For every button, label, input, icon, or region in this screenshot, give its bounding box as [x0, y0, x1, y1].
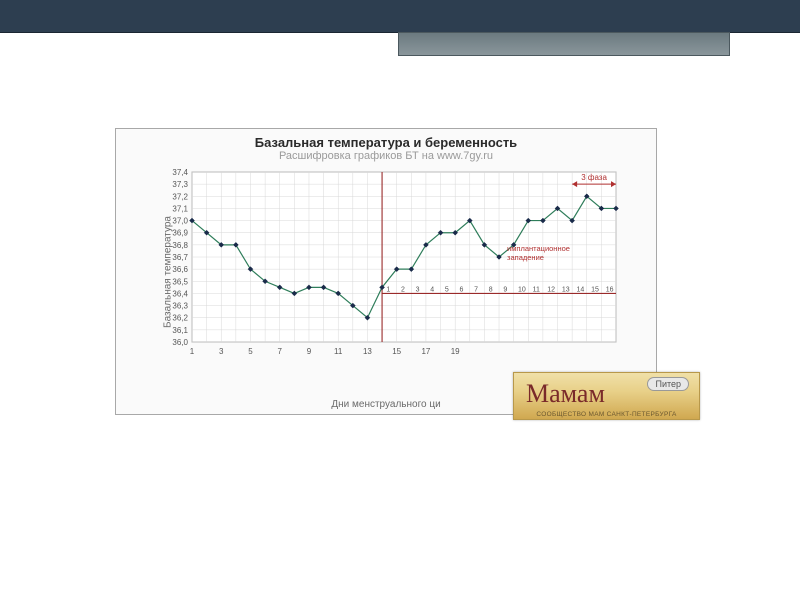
svg-text:13: 13 — [562, 286, 570, 293]
svg-text:1: 1 — [190, 347, 195, 356]
svg-text:8: 8 — [489, 286, 493, 293]
svg-text:12: 12 — [547, 286, 555, 293]
svg-text:19: 19 — [451, 347, 460, 356]
svg-text:36,3: 36,3 — [172, 302, 188, 311]
logo-pill: Питер — [647, 377, 689, 391]
svg-text:9: 9 — [307, 347, 312, 356]
svg-text:5: 5 — [445, 286, 449, 293]
window-top-bar — [0, 0, 800, 33]
svg-text:6: 6 — [459, 286, 463, 293]
svg-text:15: 15 — [591, 286, 599, 293]
svg-text:11: 11 — [334, 347, 343, 356]
svg-text:36,7: 36,7 — [172, 253, 188, 262]
chart-subtitle: Расшифровка графиков БТ на www.7gy.ru — [116, 150, 656, 162]
svg-text:5: 5 — [248, 347, 253, 356]
logo-banner: Питер Мамам СООБЩЕСТВО МАМ САНКТ-ПЕТЕРБУ… — [513, 372, 700, 420]
svg-text:17: 17 — [421, 347, 430, 356]
decorative-ribbon — [398, 32, 730, 56]
svg-text:2: 2 — [401, 286, 405, 293]
svg-text:13: 13 — [363, 347, 372, 356]
svg-text:36,6: 36,6 — [172, 265, 188, 274]
logo-script-text: Мамам — [526, 379, 605, 409]
svg-text:10: 10 — [518, 286, 526, 293]
x-axis-label: Дни менструального ци — [331, 399, 440, 410]
svg-text:3 фаза: 3 фаза — [581, 173, 607, 182]
svg-text:3: 3 — [219, 347, 224, 356]
svg-text:36,2: 36,2 — [172, 314, 188, 323]
chart-title: Базальная температура и беременность — [116, 135, 656, 150]
svg-text:11: 11 — [533, 286, 540, 293]
svg-text:37,4: 37,4 — [172, 168, 188, 177]
svg-text:15: 15 — [392, 347, 401, 356]
svg-text:9: 9 — [503, 286, 507, 293]
svg-text:37,1: 37,1 — [172, 204, 188, 213]
svg-text:36,8: 36,8 — [172, 241, 188, 250]
svg-text:36,9: 36,9 — [172, 229, 188, 238]
svg-text:36,0: 36,0 — [172, 338, 188, 347]
svg-text:14: 14 — [576, 286, 584, 293]
svg-text:7: 7 — [277, 347, 282, 356]
svg-text:1: 1 — [386, 286, 390, 293]
svg-text:имплантационное: имплантационное — [507, 244, 570, 253]
chart-plot: 36,0 36,1 36,2 36,3 36,4 36,5 36,6 36,7 36,8 36,9… — [146, 166, 626, 366]
svg-text:37,0: 37,0 — [172, 217, 188, 226]
svg-text:4: 4 — [430, 286, 434, 293]
svg-text:36,1: 36,1 — [172, 326, 188, 335]
logo-tagline: СООБЩЕСТВО МАМ САНКТ-ПЕТЕРБУРГА — [514, 411, 699, 418]
svg-text:16: 16 — [606, 286, 614, 293]
svg-text:7: 7 — [474, 286, 478, 293]
svg-text:36,5: 36,5 — [172, 277, 188, 286]
y-axis-label: Базальная температура — [162, 216, 173, 328]
svg-text:37,2: 37,2 — [172, 192, 188, 201]
svg-text:3: 3 — [416, 286, 420, 293]
svg-text:37,3: 37,3 — [172, 180, 188, 189]
svg-text:36,4: 36,4 — [172, 289, 188, 298]
svg-text:западение: западение — [507, 253, 544, 262]
